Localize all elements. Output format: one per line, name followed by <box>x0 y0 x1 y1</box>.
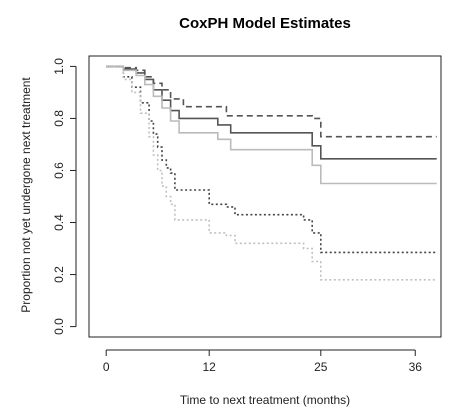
x-tick-label: 36 <box>409 360 423 374</box>
survival-curve-dotted-3 <box>106 65 437 254</box>
y-tick-label: 0.6 <box>52 162 66 179</box>
y-tick-label: 1.0 <box>52 58 66 75</box>
x-tick-label: 12 <box>203 360 217 374</box>
y-axis-label: Proportion not yet undergone next treatm… <box>19 77 33 313</box>
y-tick-label: 0.4 <box>52 214 66 231</box>
plot-frame <box>88 55 442 338</box>
y-tick-label: 0.8 <box>52 110 66 127</box>
survival-curve-dashed-0 <box>106 65 437 138</box>
survival-curve-solid-2 <box>106 65 437 185</box>
y-tick-label: 0.0 <box>52 318 66 335</box>
chart-title: CoxPH Model Estimates <box>179 15 351 32</box>
x-axis-label: Time to next treatment (months) <box>180 393 350 407</box>
survival-curve-solid-1 <box>106 65 437 160</box>
x-tick-label: 0 <box>103 360 110 374</box>
x-axis: 0 12 25 36 <box>103 349 423 374</box>
y-tick-label: 0.2 <box>52 266 66 283</box>
y-axis: 0.0 0.2 0.4 0.6 0.8 1.0 <box>52 58 77 335</box>
x-tick-label: 25 <box>314 360 328 374</box>
survival-curve-dotted-4 <box>106 65 437 281</box>
series-layer <box>106 65 437 281</box>
